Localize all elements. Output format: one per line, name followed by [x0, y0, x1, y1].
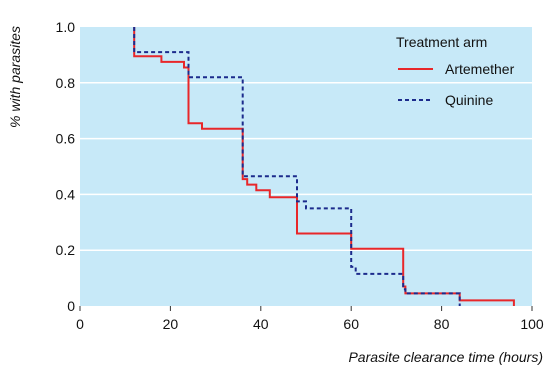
legend-title: Treatment arm [396, 34, 487, 50]
plot-area [80, 27, 532, 306]
y-tick-label-0: 0 [67, 298, 75, 314]
x-tick-label-5: 100 [520, 316, 544, 332]
gridlines [80, 82, 532, 251]
x-tick-label-2: 40 [253, 316, 269, 332]
x-axis-title: Parasite clearance time (hours) [348, 349, 543, 365]
x-tick-label-1: 20 [163, 316, 179, 332]
x-tick-label-3: 60 [343, 316, 359, 332]
y-tick-label-3: 0.6 [56, 131, 76, 147]
series-layer [133, 27, 515, 306]
legend-label-artemether: Artemether [445, 61, 515, 77]
x-tick-label-0: 0 [76, 316, 84, 332]
y-tick-label-5: 1.0 [56, 19, 76, 35]
y-tick-label-4: 0.8 [56, 75, 76, 91]
y-axis-ticks: 0 0.2 0.4 0.6 0.8 1.0 [56, 19, 76, 314]
x-tick-label-4: 80 [434, 316, 450, 332]
x-axis-ticks: 0 20 40 60 80 100 [76, 306, 544, 332]
series-line-artemether [133, 27, 515, 306]
series-line-quinine [133, 27, 461, 306]
y-tick-label-2: 0.4 [56, 186, 76, 202]
y-axis-title: % with parasites [7, 26, 23, 128]
y-tick-label-1: 0.2 [56, 242, 76, 258]
legend: Treatment arm Artemether Quinine [396, 34, 515, 108]
legend-label-quinine: Quinine [445, 92, 493, 108]
